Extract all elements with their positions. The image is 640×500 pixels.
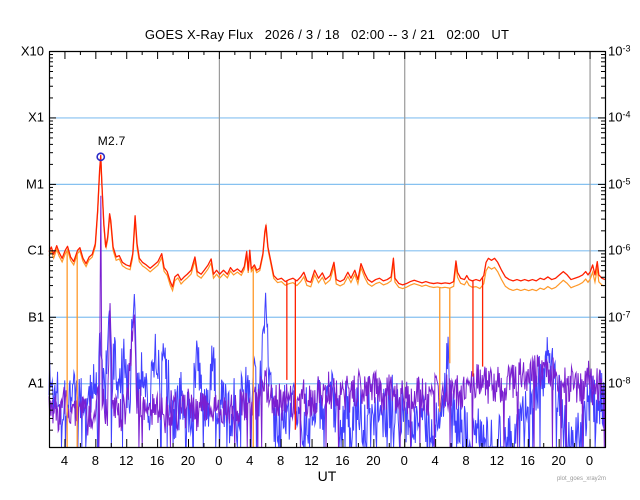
y-left-label-m1: M1 [25,176,44,192]
y-left-label-b1: B1 [28,309,44,325]
x-tick-label-h12: 12 [118,453,134,468]
power-base: 10 [608,43,623,59]
x-tick-label-h48: 0 [400,453,408,468]
chart-title: GOES X-Ray Flux 2026 / 3 / 18 02:00 -- 3… [144,27,510,42]
power-base: 10 [608,375,623,391]
y-right-label-1e-4: 10-4 [608,110,630,125]
y-left-label-c1: C1 [27,242,44,258]
x-tick-label-h16: 16 [149,453,165,468]
y-left-label-a1: A1 [28,375,44,391]
x-tick-label-h32: 8 [277,453,285,468]
power-exponent: -7 [622,309,631,320]
x-tick-label-h24: 0 [215,453,223,468]
x-tick-label-h4: 4 [60,453,69,468]
power-exponent: -4 [622,109,631,120]
x-tick-label-h60: 12 [489,453,505,468]
power-base: 10 [608,109,623,125]
x-tick-label-h40: 16 [335,453,350,468]
power-base: 10 [608,242,623,258]
y-right-label-1e-8: 10-8 [608,376,630,391]
x-tick-label-h44: 20 [366,453,381,468]
x-axis-title: UT [317,468,337,484]
y-left-label-x1: X1 [28,109,44,125]
plot-id-watermark: plot_goes_xray2m [556,476,606,482]
x-tick-label-h28: 4 [246,453,254,468]
x-tick-label-h52: 4 [431,453,439,468]
x-tick-label-h8: 8 [91,453,99,468]
x-tick-label-h20: 20 [180,453,196,468]
x-tick-label-h68: 20 [551,453,566,468]
power-exponent: -6 [622,242,631,253]
x-tick-label-h64: 16 [520,453,535,468]
x-tick-label-h36: 12 [304,453,319,468]
y-left-label-x10: X10 [20,43,44,59]
flare-peak-annotation: M2.7 [97,134,126,149]
x-tick-label-h56: 8 [462,453,470,468]
power-base: 10 [608,176,623,192]
power-exponent: -3 [622,43,631,54]
y-right-label-1e-3: 10-3 [608,44,630,59]
y-right-label-1e-7: 10-7 [608,309,630,324]
y-right-label-1e-5: 10-5 [608,176,630,191]
y-right-label-1e-6: 10-6 [608,243,630,258]
power-exponent: -8 [622,375,631,386]
power-exponent: -5 [622,176,631,187]
x-tick-label-h72: 0 [585,453,594,468]
power-base: 10 [608,309,623,325]
